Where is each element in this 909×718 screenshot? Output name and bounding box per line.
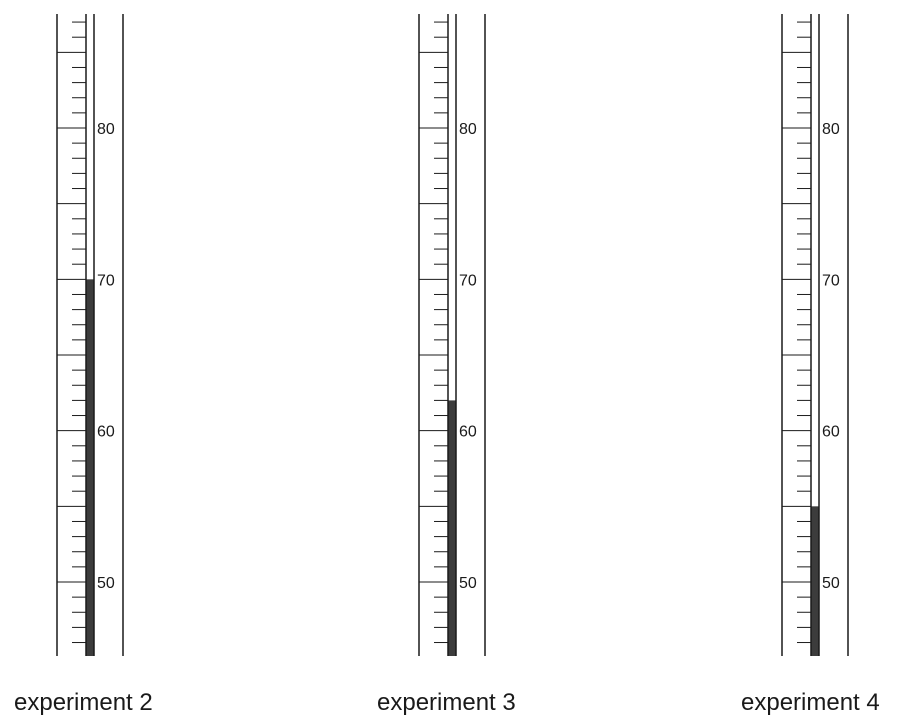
tick-label: 80 bbox=[459, 121, 477, 138]
tick-label: 50 bbox=[97, 575, 115, 592]
tick-label: 50 bbox=[459, 575, 477, 592]
mercury-fill bbox=[811, 506, 819, 656]
gauges-group: 50 60 70 80 experiment 2 50 60 70 80 experiment 3… bbox=[14, 14, 880, 716]
tick-label: 70 bbox=[459, 272, 477, 289]
tick-label: 50 bbox=[822, 575, 840, 592]
thermometer-1: 50 60 70 80 experiment 2 bbox=[14, 14, 153, 716]
tick-label: 70 bbox=[97, 272, 115, 289]
gauge-caption: experiment 2 bbox=[14, 689, 153, 716]
mercury-fill bbox=[448, 400, 456, 656]
tick-label: 60 bbox=[97, 424, 115, 441]
thermometer-2: 50 60 70 80 experiment 3 bbox=[377, 14, 516, 716]
tick-label: 60 bbox=[459, 424, 477, 441]
tick-label: 80 bbox=[97, 121, 115, 138]
mercury-fill bbox=[86, 279, 94, 656]
tick-label: 70 bbox=[822, 272, 840, 289]
thermometer-3: 50 60 70 80 experiment 4 bbox=[741, 14, 880, 716]
gauge-caption: experiment 3 bbox=[377, 689, 516, 716]
gauge-caption: experiment 4 bbox=[741, 689, 880, 716]
tick-label: 60 bbox=[822, 424, 840, 441]
tick-label: 80 bbox=[822, 121, 840, 138]
